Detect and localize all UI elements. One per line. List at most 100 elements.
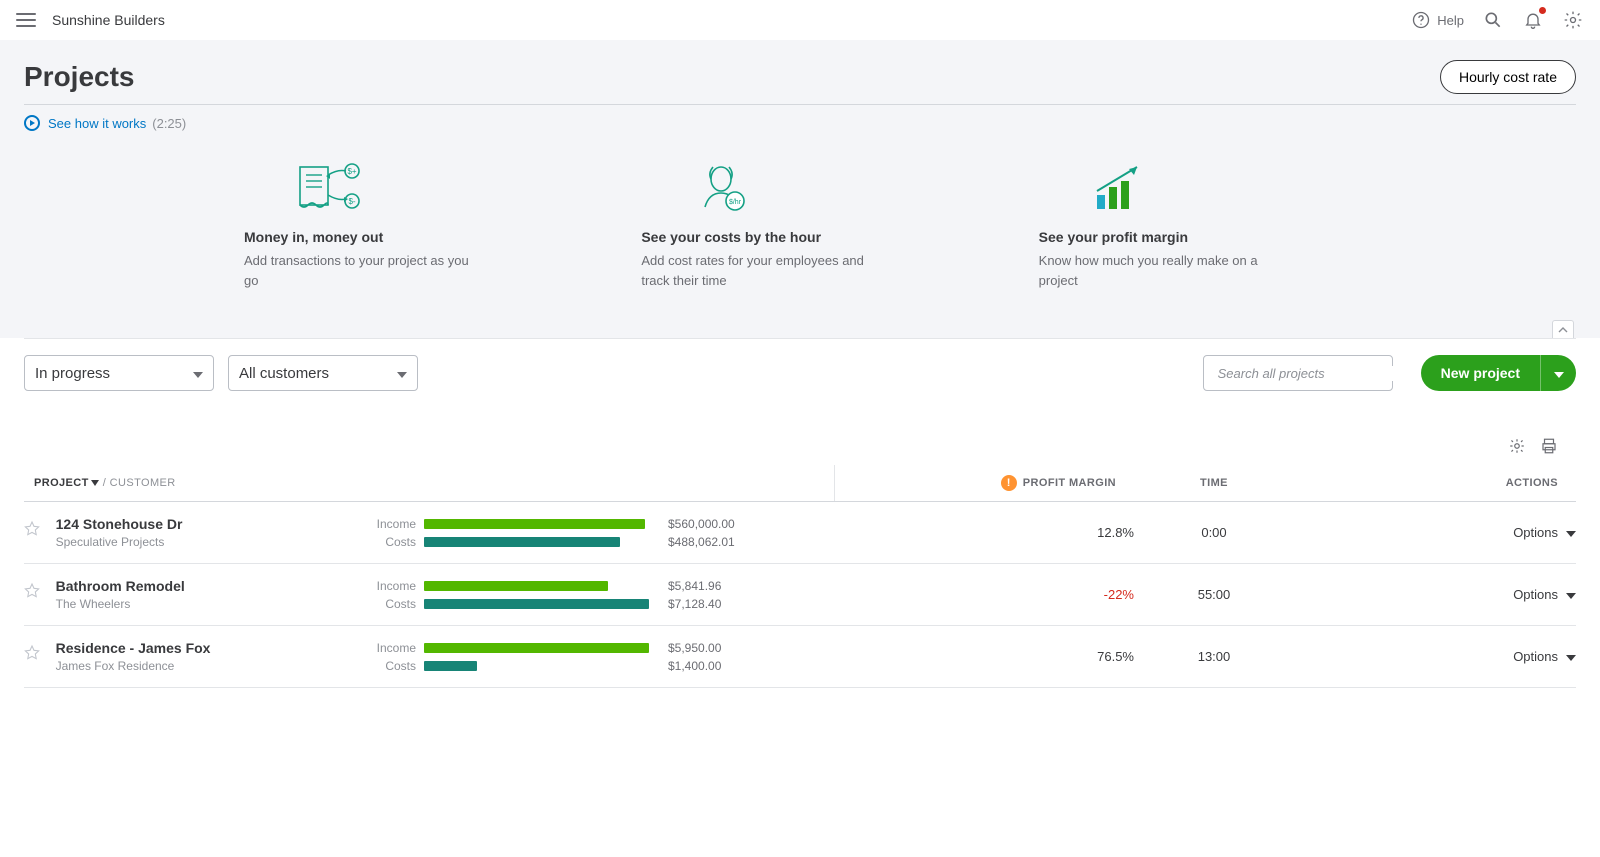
col-margin-header[interactable]: !PROFIT MARGIN [834, 465, 1134, 502]
feature-money-desc: Add transactions to your project as you … [244, 251, 484, 290]
costs-label: Costs [374, 535, 424, 549]
hourly-cost-rate-button[interactable]: Hourly cost rate [1440, 60, 1576, 94]
income-value: $5,841.96 [668, 579, 758, 593]
costs-bar [424, 599, 649, 609]
customer-filter-select[interactable]: All customers [228, 355, 418, 391]
table-tools [24, 407, 1576, 465]
feature-margin-title: See your profit margin [1039, 229, 1356, 245]
page-title: Projects [24, 61, 135, 93]
profit-margin-value: 12.8% [834, 502, 1134, 564]
search-icon[interactable] [1482, 9, 1504, 31]
star-favorite-icon[interactable] [24, 582, 40, 598]
see-how-duration: (2:25) [152, 116, 186, 131]
see-how-link[interactable]: See how it works [48, 116, 146, 131]
income-value: $5,950.00 [668, 641, 758, 655]
page-area: Projects Hourly cost rate See how it wor… [0, 40, 1600, 338]
income-label: Income [374, 641, 424, 655]
play-icon [24, 115, 40, 131]
feature-hour-desc: Add cost rates for your employees and tr… [641, 251, 881, 290]
see-how-it-works[interactable]: See how it works (2:25) [24, 105, 1576, 137]
time-value: 55:00 [1134, 564, 1294, 626]
col-bars-header [374, 465, 834, 502]
projects-table: PROJECT/ CUSTOMER !PROFIT MARGIN TIME AC… [24, 465, 1576, 688]
costs-bar [424, 537, 620, 547]
feature-margin-desc: Know how much you really make on a proje… [1039, 251, 1279, 290]
costs-label: Costs [374, 597, 424, 611]
income-bar [424, 643, 649, 653]
costs-label: Costs [374, 659, 424, 673]
notifications-icon[interactable] [1522, 9, 1544, 31]
row-options-button[interactable]: Options [1513, 525, 1576, 540]
topbar: Sunshine Builders Help [0, 0, 1600, 40]
notification-dot [1539, 7, 1546, 14]
feature-hour-title: See your costs by the hour [641, 229, 958, 245]
income-bar [424, 581, 608, 591]
feature-row: $+ $- Money in, money out Add transactio… [24, 137, 1576, 320]
page-head: Projects Hourly cost rate [24, 52, 1576, 105]
status-filter-value: In progress [35, 365, 110, 382]
customer-filter-value: All customers [239, 365, 329, 382]
chevron-down-icon [1566, 587, 1576, 602]
row-options-button[interactable]: Options [1513, 587, 1576, 602]
customer-name: James Fox Residence [56, 659, 211, 673]
table-row[interactable]: Bathroom Remodel The Wheelers Income $5,… [24, 564, 1576, 626]
project-name: 124 Stonehouse Dr [56, 516, 183, 532]
col-project-header[interactable]: PROJECT/ CUSTOMER [24, 465, 374, 502]
row-options-button[interactable]: Options [1513, 649, 1576, 664]
star-favorite-icon[interactable] [24, 644, 40, 660]
costs-value: $488,062.01 [668, 535, 758, 549]
col-time-header[interactable]: TIME [1134, 465, 1294, 502]
income-value: $560,000.00 [668, 517, 758, 531]
status-filter-select[interactable]: In progress [24, 355, 214, 391]
costs-value: $1,400.00 [668, 659, 758, 673]
chevron-down-icon [1554, 366, 1564, 381]
person-hourly-icon: $/hr [691, 161, 751, 215]
time-value: 0:00 [1134, 502, 1294, 564]
chevron-down-icon [1566, 525, 1576, 540]
project-name: Residence - James Fox [56, 640, 211, 656]
income-label: Income [374, 517, 424, 531]
customer-name: Speculative Projects [56, 535, 183, 549]
feature-money: $+ $- Money in, money out Add transactio… [244, 155, 561, 290]
feature-hour: $/hr See your costs by the hour Add cost… [641, 155, 958, 290]
svg-text:$-: $- [348, 197, 355, 206]
new-project-dropdown-button[interactable] [1540, 355, 1576, 391]
profit-margin-value: -22% [834, 564, 1134, 626]
income-label: Income [374, 579, 424, 593]
svg-text:$/hr: $/hr [729, 199, 742, 206]
chevron-down-icon [1566, 649, 1576, 664]
sort-desc-icon [91, 480, 99, 486]
chevron-down-icon [193, 365, 203, 382]
table-row[interactable]: Residence - James Fox James Fox Residenc… [24, 626, 1576, 688]
print-icon[interactable] [1540, 437, 1558, 455]
projects-panel: In progress All customers New project P [24, 338, 1576, 688]
costs-value: $7,128.40 [668, 597, 758, 611]
costs-bar [424, 661, 477, 671]
feature-money-title: Money in, money out [244, 229, 561, 245]
help-circle-icon [1411, 10, 1431, 30]
help-label: Help [1437, 13, 1464, 28]
col-actions-header: ACTIONS [1294, 465, 1576, 502]
warning-badge-icon: ! [1001, 475, 1017, 491]
money-in-out-icon: $+ $- [294, 161, 374, 215]
star-favorite-icon[interactable] [24, 520, 40, 536]
project-name: Bathroom Remodel [56, 578, 185, 594]
hamburger-menu-icon[interactable] [16, 13, 36, 27]
collapse-features-icon[interactable] [1552, 320, 1574, 338]
new-project-button[interactable]: New project [1421, 355, 1540, 391]
feature-margin: See your profit margin Know how much you… [1039, 155, 1356, 290]
profit-margin-value: 76.5% [834, 626, 1134, 688]
company-name: Sunshine Builders [52, 12, 165, 28]
customer-name: The Wheelers [56, 597, 185, 611]
help-link[interactable]: Help [1411, 10, 1464, 30]
project-search-input[interactable] [1218, 366, 1394, 381]
project-search-box[interactable] [1203, 355, 1393, 391]
table-row[interactable]: 124 Stonehouse Dr Speculative Projects I… [24, 502, 1576, 564]
profit-margin-icon [1089, 161, 1149, 215]
table-settings-gear-icon[interactable] [1508, 437, 1526, 455]
settings-gear-icon[interactable] [1562, 9, 1584, 31]
time-value: 13:00 [1134, 626, 1294, 688]
filter-row: In progress All customers New project [24, 339, 1576, 407]
svg-text:$+: $+ [347, 167, 356, 176]
income-bar [424, 519, 645, 529]
